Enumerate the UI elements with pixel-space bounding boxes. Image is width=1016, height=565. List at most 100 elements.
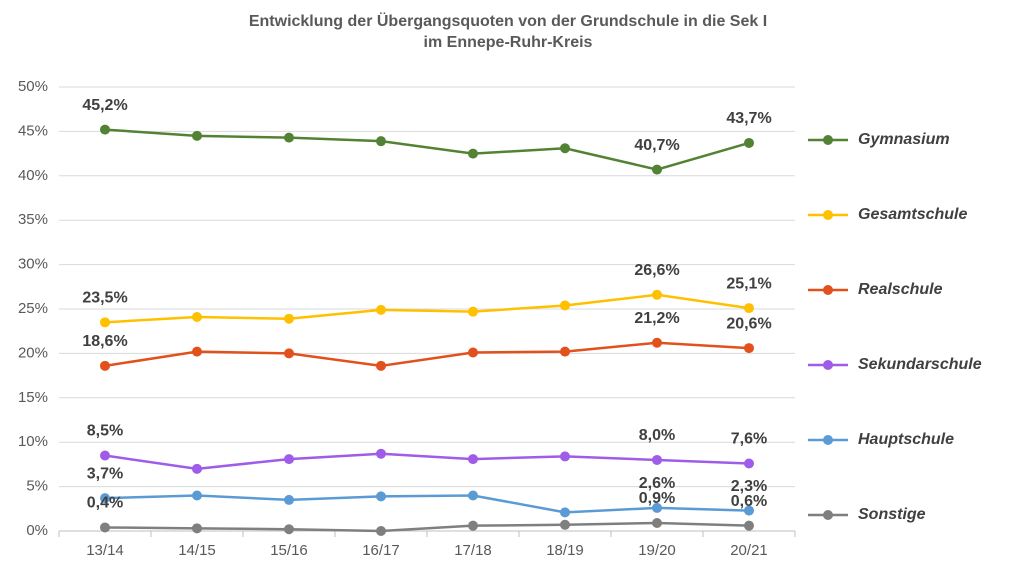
point: [560, 451, 570, 462]
x-tick-label: 14/15: [178, 542, 216, 559]
point: [376, 304, 386, 315]
y-tick-label: 50%: [18, 78, 48, 95]
point: [468, 490, 478, 501]
value-label: 2,3%: [731, 478, 767, 495]
point: [560, 143, 570, 154]
point: [284, 494, 294, 505]
legend-label: Sekundarschule: [858, 356, 982, 373]
series-line: [104, 293, 750, 324]
value-label: 21,2%: [634, 310, 679, 327]
point: [284, 454, 294, 465]
y-tick-label: 35%: [18, 211, 48, 228]
point: [100, 522, 110, 533]
y-tick-label: 0%: [26, 522, 48, 539]
value-label: 8,5%: [87, 423, 123, 440]
y-tick-label: 20%: [18, 344, 48, 361]
x-tick-label: 15/16: [270, 542, 308, 559]
value-label: 0,9%: [639, 490, 675, 507]
point: [560, 300, 570, 311]
value-label: 26,6%: [634, 262, 679, 279]
y-tick-label: 5%: [26, 478, 48, 495]
x-tick-label: 20/21: [730, 542, 768, 559]
value-label: 45,2%: [82, 97, 127, 114]
y-tick-label: 10%: [18, 433, 48, 450]
point: [652, 164, 662, 175]
legend-marker: [823, 135, 833, 145]
point: [652, 289, 662, 300]
point: [744, 505, 754, 516]
value-label: 3,7%: [87, 465, 123, 482]
point: [652, 502, 662, 513]
y-tick-label: 45%: [18, 122, 48, 139]
point: [468, 148, 478, 159]
legend-label: Gymnasium: [858, 131, 950, 148]
series-line: [104, 521, 750, 533]
point: [100, 493, 110, 504]
value-label: 8,0%: [639, 427, 675, 444]
point: [744, 137, 754, 148]
legend-label: Hauptschule: [858, 431, 954, 448]
y-tick-label: 30%: [18, 256, 48, 273]
point: [192, 130, 202, 141]
point: [284, 132, 294, 143]
series-line: [104, 452, 750, 471]
value-label: 0,4%: [87, 495, 123, 512]
value-label: 23,5%: [82, 290, 127, 307]
point: [100, 360, 110, 371]
legend-marker: [823, 210, 833, 220]
point: [376, 136, 386, 147]
point: [468, 306, 478, 317]
value-label: 18,6%: [82, 333, 127, 350]
x-tick-label: 13/14: [86, 542, 124, 559]
legend-label: Gesamtschule: [858, 206, 967, 223]
value-label: 7,6%: [731, 431, 767, 448]
legend-marker: [823, 360, 833, 370]
point: [468, 520, 478, 531]
series-line: [104, 341, 750, 368]
y-tick-label: 25%: [18, 300, 48, 317]
series-line: [104, 494, 750, 514]
value-label: 43,7%: [726, 110, 771, 127]
value-label: 25,1%: [726, 275, 771, 292]
point: [744, 458, 754, 469]
point: [284, 348, 294, 359]
point: [192, 523, 202, 534]
point: [192, 346, 202, 357]
value-label: 20,6%: [726, 315, 771, 332]
series-line: [104, 128, 750, 171]
point: [376, 448, 386, 459]
point: [652, 337, 662, 348]
point: [100, 317, 110, 328]
point: [284, 313, 294, 324]
point: [284, 524, 294, 535]
point: [468, 347, 478, 358]
value-label: 2,6%: [639, 475, 675, 492]
point: [652, 454, 662, 465]
point: [376, 526, 386, 536]
value-label: 40,7%: [634, 137, 679, 154]
point: [192, 490, 202, 501]
point: [376, 491, 386, 502]
point: [744, 520, 754, 531]
value-label: 0,6%: [731, 493, 767, 510]
point: [100, 124, 110, 135]
chart-title: Entwicklung der Übergangsquoten von der …: [249, 11, 767, 30]
point: [744, 303, 754, 314]
legend-label: Realschule: [858, 281, 943, 298]
x-tick-label: 16/17: [362, 542, 400, 559]
point: [560, 519, 570, 530]
point: [560, 507, 570, 518]
x-tick-label: 18/19: [546, 542, 584, 559]
point: [100, 450, 110, 461]
x-tick-label: 19/20: [638, 542, 676, 559]
point: [468, 454, 478, 465]
legend-marker: [823, 285, 833, 295]
chart-title: im Ennepe-Ruhr-Kreis: [424, 34, 593, 51]
y-tick-label: 40%: [18, 167, 48, 184]
point: [376, 360, 386, 371]
point: [560, 346, 570, 357]
point: [192, 463, 202, 474]
legend-marker: [823, 435, 833, 445]
legend-label: Sonstige: [858, 506, 926, 523]
